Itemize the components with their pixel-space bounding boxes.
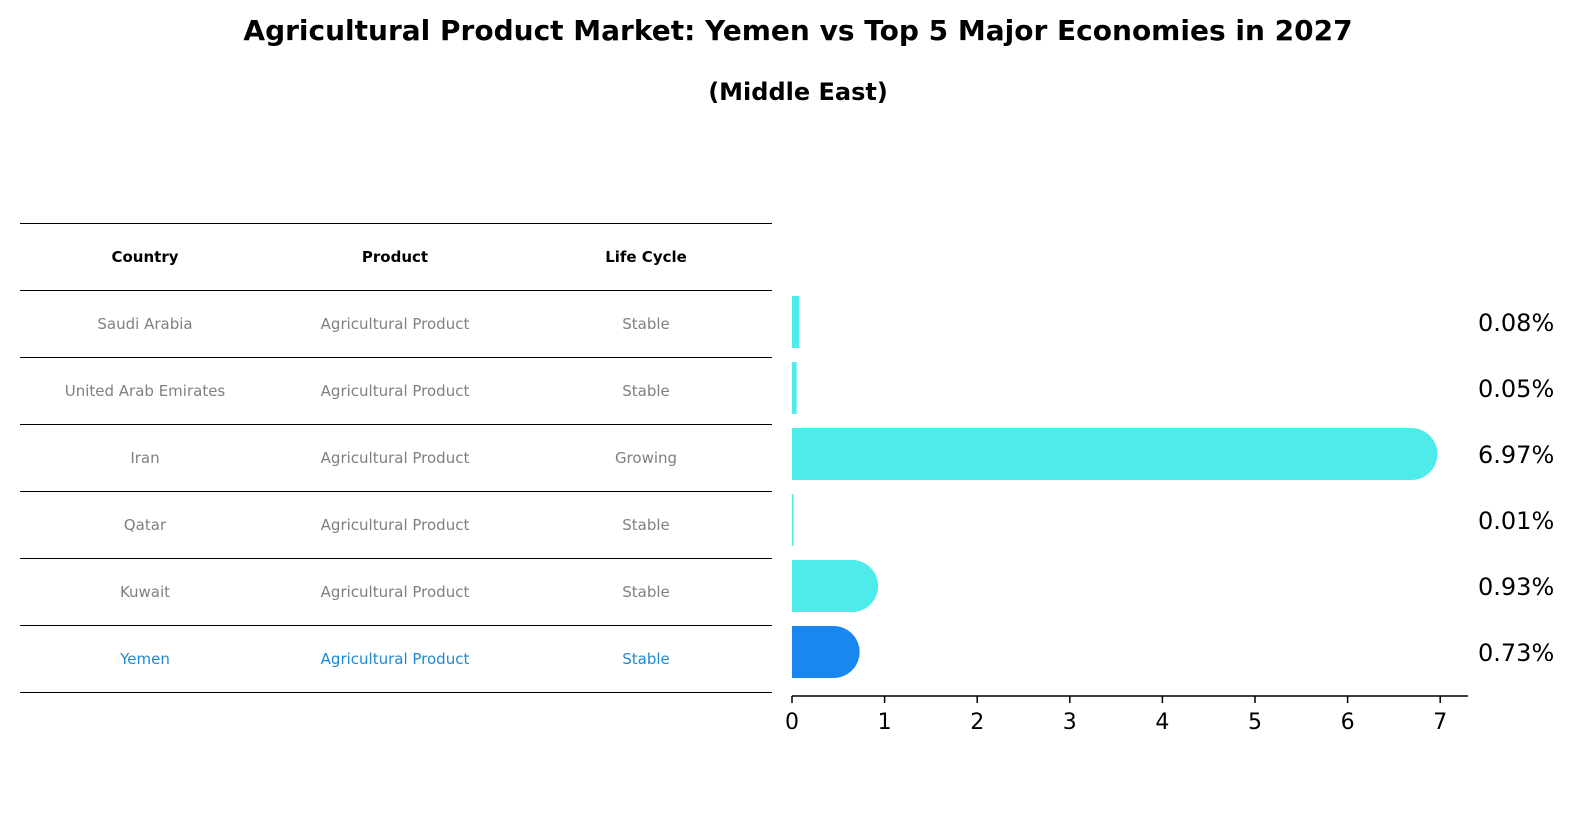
header-country: Country [111,248,179,266]
cell-product: Agricultural Product [320,449,470,467]
cell-product: Agricultural Product [320,382,470,400]
cell-country: Iran [130,449,160,467]
chart-title: Agricultural Product Market: Yemen vs To… [243,14,1353,47]
cell-life-cycle: Stable [622,382,670,400]
header-product: Product [361,248,429,266]
table-row: United Arab Emirates Agricultural Produc… [20,357,772,424]
cell-product: Agricultural Product [320,583,470,601]
x-tick-label: 4 [1155,710,1169,735]
value-label: 0.01% [1478,507,1554,535]
table-row: Kuwait Agricultural Product Stable [20,558,772,625]
cell-country: Saudi Arabia [97,315,193,333]
cell-life-cycle: Stable [622,650,670,668]
cell-product: Agricultural Product [320,315,470,333]
header-life-cycle: Life Cycle [605,248,687,266]
bar-qatar [792,494,794,546]
market-table: Country Product Life Cycle Saudi Arabia … [20,223,772,693]
cell-life-cycle: Growing [614,449,678,467]
chart-subtitle: (Middle East) [708,78,888,106]
cell-life-cycle: Stable [622,315,670,333]
cell-country: Qatar [123,516,167,534]
bar-iran [792,428,1438,480]
value-label: 0.93% [1478,573,1554,601]
x-tick-label: 0 [785,710,799,735]
value-label: 0.08% [1478,309,1554,337]
cell-country: United Arab Emirates [64,382,226,400]
table-row-highlight: Yemen Agricultural Product Stable [20,625,772,693]
cell-country: Kuwait [119,583,171,601]
bar-yemen [792,626,860,678]
cell-life-cycle: Stable [622,516,670,534]
x-tick-label: 2 [970,710,984,735]
table-row: Iran Agricultural Product Growing [20,424,772,491]
x-tick-label: 1 [878,710,892,735]
value-label: 0.05% [1478,375,1554,403]
x-tick-label: 7 [1433,710,1447,735]
table-row: Saudi Arabia Agricultural Product Stable [20,290,772,357]
value-label: 6.97% [1478,441,1554,469]
bar-united-arab-emirates [792,362,797,414]
cell-life-cycle: Stable [622,583,670,601]
cell-product: Agricultural Product [320,650,470,668]
table-header-row: Country Product Life Cycle [20,223,772,290]
bar-saudi-arabia [792,296,800,348]
bar-kuwait [792,560,879,612]
x-tick-label: 3 [1063,710,1077,735]
x-tick-label: 6 [1341,710,1355,735]
value-label: 0.73% [1478,639,1554,667]
table-row: Qatar Agricultural Product Stable [20,491,772,558]
cell-country: Yemen [120,650,170,668]
x-tick-label: 5 [1248,710,1262,735]
cell-product: Agricultural Product [320,516,470,534]
